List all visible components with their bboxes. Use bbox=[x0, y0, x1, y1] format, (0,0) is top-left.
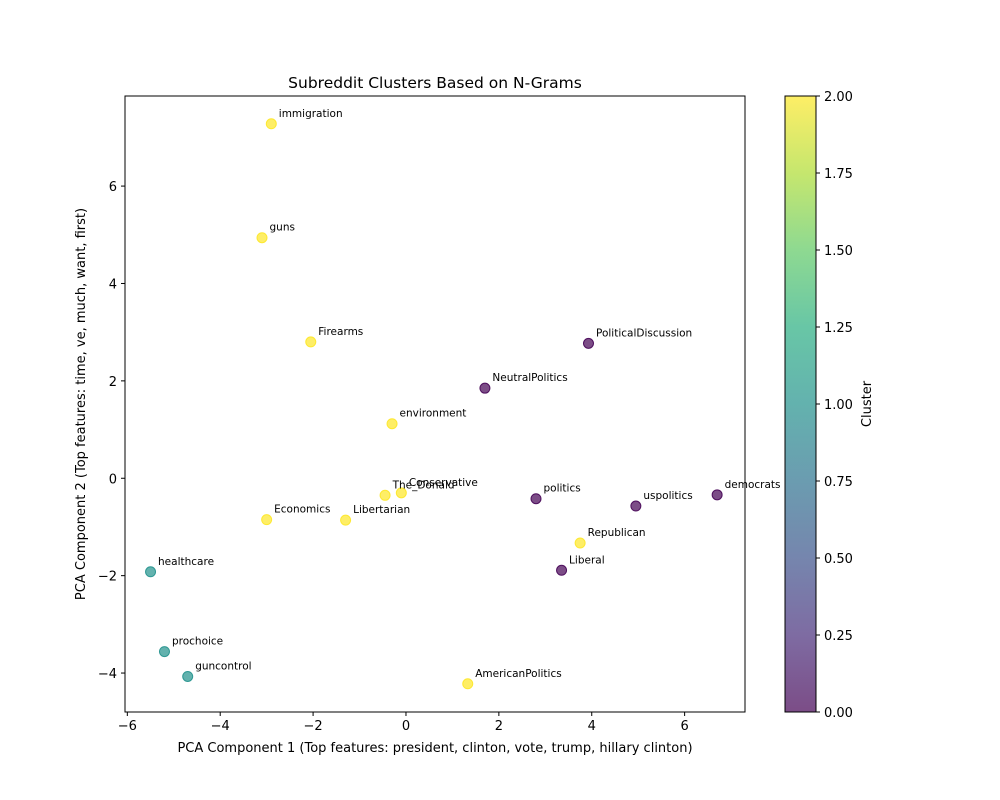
point-label: Firearms bbox=[318, 326, 363, 338]
point-label: Conservative bbox=[409, 477, 478, 489]
x-tick-label: 2 bbox=[495, 719, 503, 734]
data-point bbox=[395, 487, 407, 499]
data-point bbox=[305, 336, 317, 348]
data-point bbox=[462, 678, 474, 690]
point-label: environment bbox=[400, 408, 467, 420]
data-point bbox=[145, 566, 157, 578]
colorbar-tick-label: 0.50 bbox=[824, 552, 853, 567]
chart-title: Subreddit Clusters Based on N-Grams bbox=[288, 74, 582, 92]
point-label: Liberal bbox=[569, 554, 605, 566]
x-tick-label: −4 bbox=[211, 719, 230, 734]
y-axis-label: PCA Component 2 (Top features: time, ve,… bbox=[74, 208, 89, 600]
x-tick-label: 6 bbox=[680, 719, 688, 734]
x-tick-label: 4 bbox=[588, 719, 596, 734]
data-point bbox=[574, 537, 586, 549]
colorbar bbox=[784, 95, 817, 713]
data-point bbox=[256, 232, 268, 244]
data-point bbox=[379, 489, 391, 501]
y-axis: −4 −2 0 2 4 6 bbox=[98, 180, 125, 682]
colorbar-ticks: 0.00 0.25 0.50 0.75 1.00 1.25 1.50 1.75 2.00 bbox=[816, 90, 853, 721]
colorbar-tick-label: 0.00 bbox=[824, 706, 853, 721]
data-point bbox=[711, 489, 723, 501]
x-tick-label: 0 bbox=[402, 719, 410, 734]
point-label: The_Donald bbox=[392, 479, 455, 491]
x-tick-label: −2 bbox=[304, 719, 323, 734]
data-point bbox=[386, 418, 398, 430]
colorbar-tick-label: 0.75 bbox=[824, 475, 853, 490]
data-point bbox=[265, 118, 277, 130]
point-labels: immigration guns Firearms PoliticalDiscussi… bbox=[158, 108, 780, 680]
data-point bbox=[530, 493, 542, 505]
data-points bbox=[145, 118, 723, 690]
x-axis: −6 −4 −2 0 2 4 6 bbox=[118, 712, 689, 734]
colorbar-tick-label: 1.75 bbox=[824, 167, 853, 182]
y-tick-label: −2 bbox=[98, 570, 117, 585]
point-label: uspolitics bbox=[643, 490, 692, 502]
point-label: politics bbox=[544, 483, 581, 495]
data-point bbox=[182, 670, 194, 682]
data-point bbox=[261, 514, 273, 526]
point-label: democrats bbox=[725, 479, 781, 491]
point-label: prochoice bbox=[172, 636, 223, 648]
data-point bbox=[582, 337, 594, 349]
data-point bbox=[340, 514, 352, 526]
colorbar-tick-label: 2.00 bbox=[824, 90, 853, 105]
point-label: Libertarian bbox=[353, 504, 410, 516]
data-point bbox=[556, 564, 568, 576]
point-label: NeutralPolitics bbox=[492, 372, 567, 384]
point-label: guns bbox=[270, 222, 295, 234]
y-tick-label: 2 bbox=[109, 375, 117, 390]
plot-area-frame bbox=[124, 95, 746, 713]
colorbar-tick-label: 1.00 bbox=[824, 398, 853, 413]
y-tick-label: 6 bbox=[109, 180, 117, 195]
point-label: guncontrol bbox=[195, 660, 251, 672]
y-tick-label: 4 bbox=[109, 277, 117, 292]
point-label: AmericanPolitics bbox=[475, 668, 561, 680]
colorbar-tick-label: 1.50 bbox=[824, 244, 853, 259]
point-label: Economics bbox=[274, 504, 330, 516]
point-label: healthcare bbox=[158, 556, 214, 568]
data-point bbox=[479, 382, 491, 394]
x-tick-label: −6 bbox=[118, 719, 137, 734]
x-axis-label: PCA Component 1 (Top features: president… bbox=[177, 741, 692, 756]
y-tick-label: −4 bbox=[98, 667, 117, 682]
point-label: PoliticalDiscussion bbox=[596, 327, 692, 339]
data-point bbox=[630, 500, 642, 512]
point-label: Republican bbox=[588, 527, 646, 539]
colorbar-tick-label: 0.25 bbox=[824, 629, 853, 644]
y-tick-label: 0 bbox=[109, 472, 117, 487]
data-point bbox=[158, 646, 170, 658]
colorbar-tick-label: 1.25 bbox=[824, 321, 853, 336]
point-label: immigration bbox=[279, 108, 343, 120]
colorbar-label: Cluster bbox=[860, 380, 875, 427]
